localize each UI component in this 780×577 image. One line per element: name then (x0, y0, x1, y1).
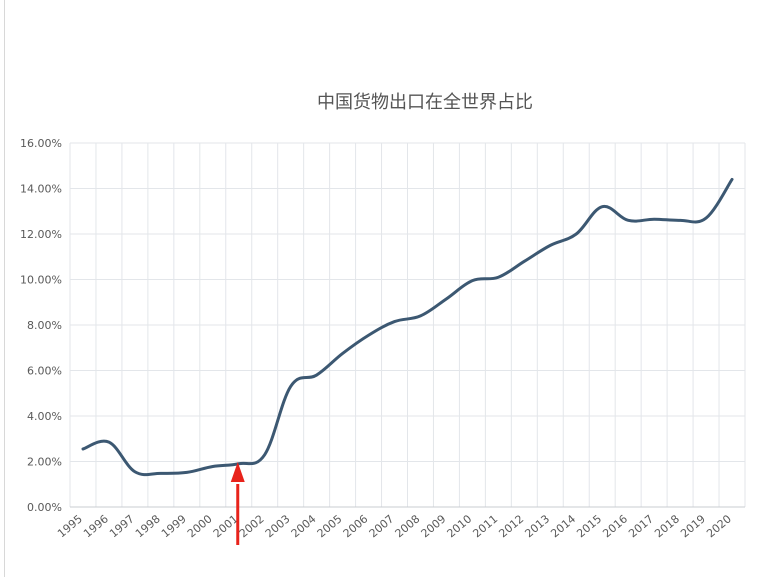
x-tick-label: 1996 (81, 512, 111, 540)
x-tick-label: 2000 (185, 512, 215, 540)
y-tick-label: 12.00% (20, 228, 62, 241)
y-tick-label: 10.00% (20, 274, 62, 287)
x-tick-label: 2010 (445, 512, 475, 540)
data-point (315, 373, 319, 377)
data-point (341, 351, 345, 355)
y-axis: 0.00% 2.00% 4.00% 6.00% 8.00% 10.00% 12.00% 14.… (20, 137, 62, 514)
x-tick-label: 2001 (211, 512, 241, 540)
x-tick-label: 2015 (574, 512, 604, 540)
data-point (496, 275, 500, 279)
data-point (678, 218, 682, 222)
y-tick-label: 4.00% (27, 410, 62, 423)
data-point (652, 217, 656, 221)
data-point (289, 384, 293, 388)
x-tick-label: 2012 (496, 512, 526, 540)
x-tick-label: 2007 (367, 512, 397, 540)
x-tick-label: 2008 (393, 512, 423, 540)
x-tick-label: 2020 (704, 512, 734, 540)
x-tick-label: 2016 (600, 512, 630, 540)
series-group (81, 177, 734, 477)
chart-title: 中国货物出口在全世界占比 (317, 92, 533, 113)
data-point (600, 205, 604, 209)
frame-border (4, 0, 5, 577)
x-tick-label: 2019 (678, 512, 708, 540)
x-tick-label: 2003 (263, 512, 293, 540)
x-axis: 1995199619971998199920002001200220032004… (55, 506, 745, 540)
data-point (418, 314, 422, 318)
y-tick-label: 8.00% (27, 319, 62, 332)
series-line (81, 177, 734, 477)
y-tick-label: 16.00% (20, 137, 62, 150)
y-tick-label: 0.00% (27, 501, 62, 514)
data-point (185, 470, 189, 474)
x-tick-label: 1998 (133, 512, 163, 540)
data-point (522, 259, 526, 263)
grid (69, 142, 746, 508)
data-point (574, 232, 578, 236)
data-point (548, 243, 552, 247)
data-point (444, 297, 448, 301)
x-tick-label: 1995 (55, 512, 85, 540)
data-point (81, 447, 85, 451)
x-tick-label: 2002 (237, 512, 267, 540)
x-tick-label: 2011 (470, 512, 500, 540)
data-point (211, 465, 215, 469)
data-point (470, 279, 474, 283)
x-tick-label: 2014 (548, 512, 578, 540)
data-point (107, 440, 111, 444)
data-point (133, 470, 137, 474)
x-tick-label: 1997 (107, 512, 137, 540)
x-tick-label: 2005 (315, 512, 345, 540)
data-point (704, 216, 708, 220)
data-point (393, 320, 397, 324)
x-tick-label: 2004 (289, 512, 319, 540)
data-point (730, 177, 734, 181)
x-tick-label: 1999 (159, 512, 189, 540)
annotation-arrow-head (230, 462, 245, 482)
y-tick-label: 14.00% (20, 183, 62, 196)
x-tick-label: 2017 (626, 512, 656, 540)
annotation-group (230, 462, 245, 545)
data-point (367, 333, 371, 337)
x-tick-label: 2009 (419, 512, 449, 540)
data-point (159, 471, 163, 475)
x-tick-label: 2018 (652, 512, 682, 540)
data-point (626, 218, 630, 222)
x-tick-label: 2006 (341, 512, 371, 540)
y-tick-label: 2.00% (27, 456, 62, 469)
x-tick-label: 2013 (522, 512, 552, 540)
data-point (263, 453, 267, 457)
y-tick-label: 6.00% (27, 365, 62, 378)
